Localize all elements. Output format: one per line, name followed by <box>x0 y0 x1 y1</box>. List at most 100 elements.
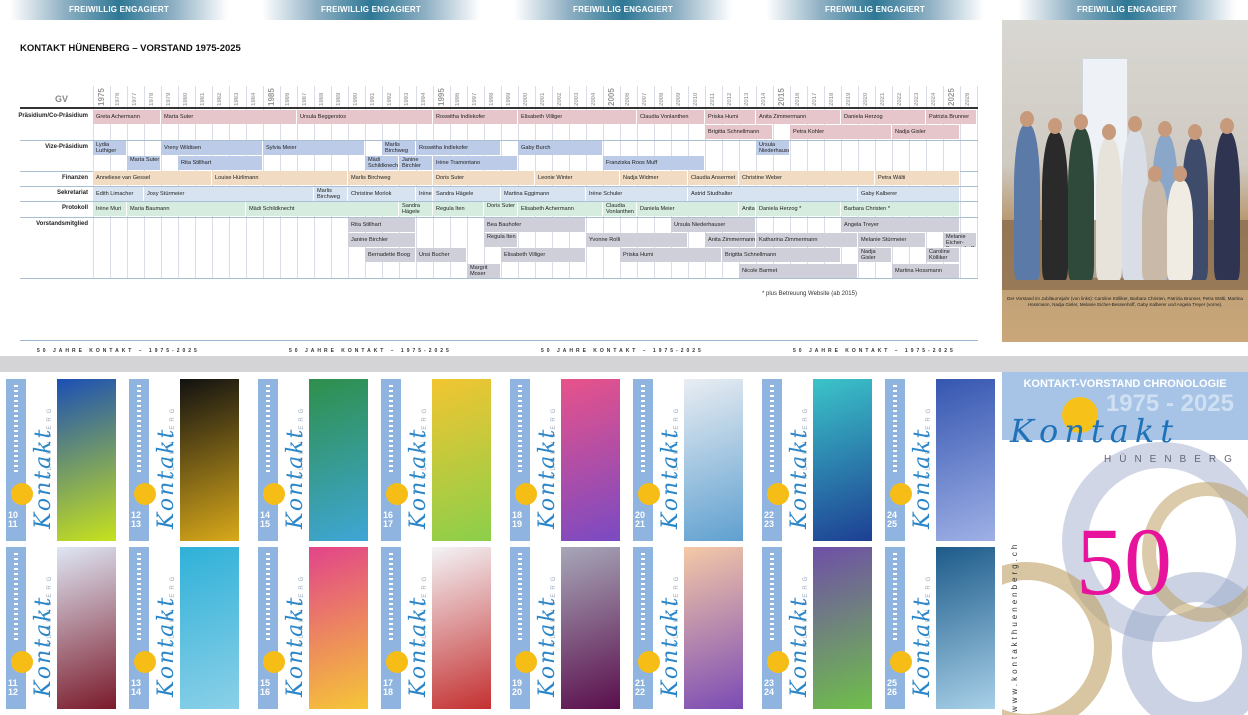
member-bar: Sandra Hägele <box>399 202 433 217</box>
year-label: 2024 <box>931 92 937 106</box>
year-label: 1977 <box>132 92 138 106</box>
anniversary-number: 50 <box>1076 508 1172 615</box>
member-bar: Christine Weber <box>739 171 875 186</box>
member-bar: Mädi Schildknecht <box>365 155 399 170</box>
member-bar: Janine Birchler <box>399 155 433 170</box>
header-rule <box>20 107 978 109</box>
year-label: 1999 <box>506 92 512 106</box>
member-bar: Melanie Eicher-Bessenhoff <box>943 232 977 247</box>
magazine-cover: HÜNENBERG Kontakt 16 17 <box>378 379 491 541</box>
year-label: 2014 <box>761 92 767 106</box>
member-bar: Anita Zimmermann <box>756 109 841 124</box>
year-label: 2020 <box>863 92 869 106</box>
sun-logo-icon <box>767 651 789 673</box>
member-bar: Rita Stillhart <box>348 217 416 232</box>
member-bar: Ursula Beggerstos <box>297 109 433 124</box>
member-bar: Irène Schuler <box>586 186 688 201</box>
year-label: 1986 <box>285 92 291 106</box>
footer-divider <box>20 340 978 341</box>
person-head <box>1020 111 1034 127</box>
member-bar: Mädi Schildknecht <box>246 202 399 217</box>
member-bar: Regula Iten <box>433 202 484 217</box>
magazine-cover: HÜNENBERG Kontakt 24 25 <box>882 379 995 541</box>
issue-number: 17 18 <box>383 678 394 697</box>
member-bar: Marta Suter <box>127 155 161 170</box>
issue-number: 14 15 <box>260 510 271 529</box>
cover-artwork <box>561 379 620 541</box>
cover-text-strip <box>14 385 18 475</box>
page-footer: 50 JAHRE KONTAKT – 1975-2025 <box>793 348 956 354</box>
member-bar: Ursula Niederhauser <box>671 217 756 232</box>
member-bar: Gaby Burch <box>518 140 603 155</box>
member-bar: Priska Humi <box>620 248 722 263</box>
cover-header-band <box>1002 372 1248 440</box>
member-bar: Lydia Luthiger <box>93 140 127 155</box>
year-label: 1997 <box>472 92 478 106</box>
row-label: Präsidium/Co-Präsidium <box>18 113 88 119</box>
year-label: 1975 <box>97 88 106 106</box>
page-title: KONTAKT HÜNENBERG – VORSTAND 1975-2025 <box>20 43 241 54</box>
year-label: 2004 <box>591 92 597 106</box>
member-bar: Greta Achermann <box>93 109 161 124</box>
member-bar: Elisabeth Achermann <box>518 202 603 217</box>
year-label: 1976 <box>115 92 121 106</box>
cover-artwork <box>309 379 368 541</box>
magazine-cover: HÜNENBERG Kontakt 21 22 <box>630 547 743 709</box>
year-label: 1979 <box>166 92 172 106</box>
row-divider <box>20 170 978 172</box>
row-divider <box>20 201 978 203</box>
member-bar: Daniela Herzog <box>841 109 926 124</box>
member-bar: Melanie Stürmeier <box>858 232 926 247</box>
kontakt-logo: Kontakt <box>283 595 308 697</box>
cover-text-strip <box>641 553 645 643</box>
member-bar: Barbara Christen * <box>841 202 960 217</box>
person-head <box>1048 118 1062 134</box>
sun-logo-icon <box>638 651 660 673</box>
magazine-cover: HÜNENBERG Kontakt 11 12 <box>3 547 116 709</box>
member-bar: Bea Bauhofer <box>484 217 586 232</box>
magazine-cover: HÜNENBERG Kontakt 17 18 <box>378 547 491 709</box>
kontakt-logo: Kontakt <box>406 427 431 529</box>
kontakt-logo: Kontakt <box>283 427 308 529</box>
grid-line <box>977 86 978 279</box>
cover-artwork <box>180 547 239 709</box>
cover-artwork <box>936 379 995 541</box>
year-label: 1983 <box>234 92 240 106</box>
kontakt-logo: Kontakt <box>535 427 560 529</box>
person-figure <box>1042 132 1068 280</box>
year-label: 1995 <box>437 88 446 106</box>
year-label: 1980 <box>183 92 189 106</box>
magazine-cover: HÜNENBERG Kontakt 15 16 <box>255 547 368 709</box>
member-bar: Caroline Kölliker <box>926 248 960 263</box>
magazine-cover: HÜNENBERG Kontakt 23 24 <box>759 547 872 709</box>
sun-logo-icon <box>890 483 912 505</box>
sun-logo-icon <box>386 483 408 505</box>
magazine-cover: HÜNENBERG Kontakt 10 11 <box>3 379 116 541</box>
member-bar: Marta Suter <box>161 109 297 124</box>
member-bar: Anita Zimmermann <box>705 232 756 247</box>
issue-number: 20 21 <box>635 510 646 529</box>
year-label: 1998 <box>489 92 495 106</box>
member-bar: Franziska Roos Muff <box>603 155 705 170</box>
member-bar: Yvonne Rolli <box>586 232 688 247</box>
person-head <box>1102 124 1116 140</box>
issue-number: 16 17 <box>383 510 394 529</box>
cover-text-strip <box>641 385 645 475</box>
year-label: 1984 <box>251 92 257 106</box>
sun-logo-icon <box>134 483 156 505</box>
cover-artwork <box>684 379 743 541</box>
member-bar: Leonie Winter <box>535 171 620 186</box>
member-bar: Sylvia Meier <box>263 140 365 155</box>
section-banner: FREIWILLIG ENGAGIERT <box>262 0 480 20</box>
year-label: 1985 <box>267 88 276 106</box>
year-label: 2023 <box>914 92 920 106</box>
member-bar: Nicole Barmet <box>739 263 858 278</box>
year-label: 1982 <box>217 92 223 106</box>
year-label: 1994 <box>421 92 427 106</box>
member-bar: Priska Humi <box>705 109 756 124</box>
person-figure <box>1214 132 1240 280</box>
year-label: 2015 <box>777 88 786 106</box>
magazine-cover: HÜNENBERG Kontakt 12 13 <box>126 379 239 541</box>
person-head <box>1074 114 1088 130</box>
cover-artwork <box>432 379 491 541</box>
